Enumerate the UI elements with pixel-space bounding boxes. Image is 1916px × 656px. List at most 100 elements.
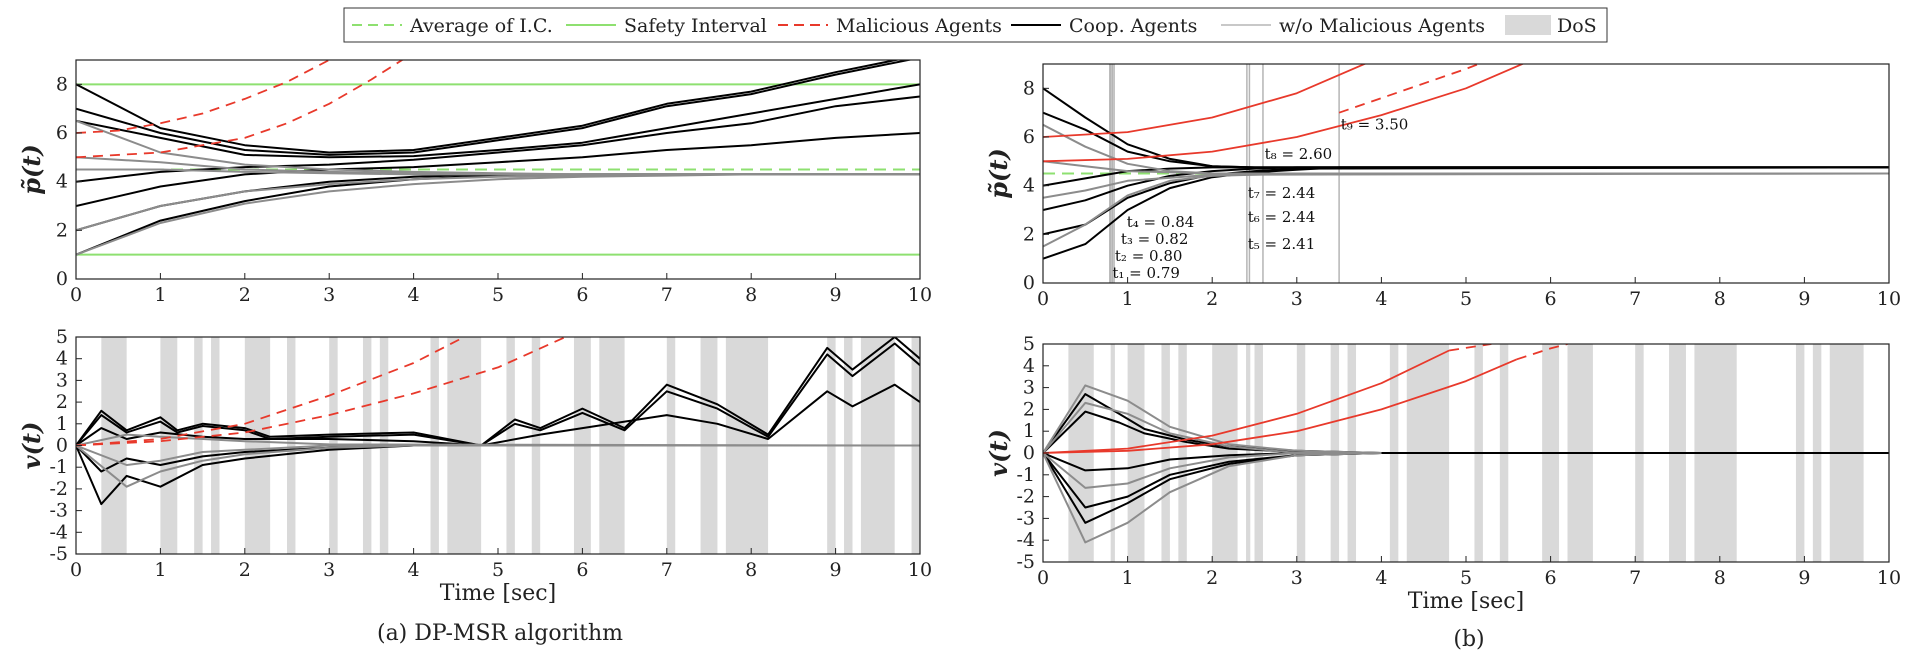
event-time-annotation: t₅ = 2.41 xyxy=(1248,235,1316,253)
y-tick-label: -2 xyxy=(49,478,68,500)
event-time-annotation: t₈ = 2.60 xyxy=(1265,145,1333,163)
x-tick-label: 1 xyxy=(1122,288,1134,310)
coop-agent-line xyxy=(76,60,901,154)
event-time-annotation: t₇ = 2.44 xyxy=(1248,184,1316,202)
y-tick-label: 1 xyxy=(1023,420,1035,442)
caption-a: (a) DP-MSR algorithm xyxy=(377,621,623,646)
y-tick-label: 6 xyxy=(1023,126,1035,148)
x-tick-label: 7 xyxy=(661,559,673,581)
y-tick-label: 4 xyxy=(1023,355,1035,377)
malicious-agent-line xyxy=(1338,64,1482,114)
coop-agent-line xyxy=(76,173,920,256)
coop-agent-line xyxy=(76,337,920,447)
y-tick-label: 4 xyxy=(56,171,68,193)
x-tick-label: 10 xyxy=(908,284,932,306)
x-tick-label: 7 xyxy=(661,284,673,306)
x-tick-label: 0 xyxy=(70,284,82,306)
y-tick-label: 5 xyxy=(1023,333,1035,355)
coop-agent-line xyxy=(76,95,920,183)
malicious-agent-line xyxy=(1043,349,1450,454)
coop-agent-line xyxy=(76,173,920,232)
malicious-agent-line xyxy=(1448,344,1492,352)
event-time-annotation: t₁ = 0.79 xyxy=(1112,264,1180,282)
x-tick-label: 9 xyxy=(830,284,842,306)
x-tick-label: 9 xyxy=(1798,288,1810,310)
dos-interval xyxy=(244,337,271,554)
no-malicious-line xyxy=(76,444,920,466)
x-tick-label: 5 xyxy=(1460,567,1472,589)
no-malicious-line xyxy=(1043,452,1382,489)
y-tick-label: -5 xyxy=(49,543,68,565)
event-time-annotation: t₆ = 2.44 xyxy=(1248,208,1316,226)
dos-interval xyxy=(287,337,296,554)
y-tick-label: 2 xyxy=(1023,398,1035,420)
no-malicious-line xyxy=(1043,172,1889,248)
event-time-annotation: t₄ = 0.84 xyxy=(1127,213,1195,231)
y-tick-label: -4 xyxy=(49,521,68,543)
plot-area xyxy=(76,337,920,554)
y-tick-label: 2 xyxy=(56,391,68,413)
x-tick-label: 7 xyxy=(1629,288,1641,310)
x-tick-label: 3 xyxy=(1291,288,1303,310)
malicious-agent-line xyxy=(76,337,465,447)
y-tick-label: 6 xyxy=(56,122,68,144)
dos-interval xyxy=(1246,344,1251,562)
panel-a-top: 0 1 2 3 4 5 6 7 8 9 10 0 2 4 6 8 p̃(t) xyxy=(17,59,932,306)
y-tick-label: 2 xyxy=(56,219,68,241)
dos-interval xyxy=(1127,344,1145,562)
x-tick-label: 10 xyxy=(1877,567,1901,589)
y-tick-label: 3 xyxy=(56,369,68,391)
y-tick-label: 0 xyxy=(56,268,68,290)
y-tick-label: -5 xyxy=(1016,551,1035,573)
y-tick-label: -3 xyxy=(49,500,68,522)
x-tick-label: 4 xyxy=(408,559,420,581)
x-tick-label: 9 xyxy=(830,559,842,581)
malicious-agent-line xyxy=(1516,344,1568,361)
x-tick-label: 2 xyxy=(239,559,251,581)
coop-agent-line xyxy=(76,342,920,447)
plot-area xyxy=(76,60,920,256)
malicious-agent-line xyxy=(76,60,404,159)
y-tick-label: -3 xyxy=(1016,507,1035,529)
no-malicious-line xyxy=(76,433,920,447)
x-tick-label: 0 xyxy=(70,559,82,581)
y-axis-label: p̃(t) xyxy=(984,148,1013,199)
no-malicious-line xyxy=(1043,172,1889,199)
legend-label-coop: Coop. Agents xyxy=(1069,15,1197,37)
dos-interval xyxy=(1212,344,1238,562)
x-tick-label: 7 xyxy=(1629,567,1641,589)
dos-interval xyxy=(1178,344,1187,562)
plot-area xyxy=(1043,344,1889,562)
plot-area xyxy=(1043,64,1889,283)
x-tick-label: 4 xyxy=(1375,567,1387,589)
y-axis-label: v(t) xyxy=(17,422,46,470)
dos-interval xyxy=(194,337,203,554)
legend-label-dos: DoS xyxy=(1557,15,1597,37)
event-time-annotation: t₃ = 0.82 xyxy=(1121,230,1189,248)
y-tick-label: -2 xyxy=(1016,486,1035,508)
x-tick-label: 10 xyxy=(1877,288,1901,310)
malicious-agent-line xyxy=(76,60,331,134)
y-tick-label: -4 xyxy=(1016,529,1035,551)
legend-label-malicious: Malicious Agents xyxy=(836,15,1002,37)
x-tick-label: 8 xyxy=(745,559,757,581)
x-tick-label: 2 xyxy=(1206,288,1218,310)
malicious-agent-line xyxy=(1043,64,1367,138)
y-tick-label: 5 xyxy=(56,326,68,348)
x-tick-label: 4 xyxy=(408,284,420,306)
legend-label-avg: Average of I.C. xyxy=(409,15,553,37)
event-time-annotation: t₉ = 3.50 xyxy=(1341,116,1409,134)
legend: Average of I.C. Safety Interval Maliciou… xyxy=(343,7,1608,43)
x-tick-label: 3 xyxy=(323,559,335,581)
y-tick-label: 0 xyxy=(1023,442,1035,464)
x-tick-label: 6 xyxy=(576,284,588,306)
x-tick-label: 0 xyxy=(1037,288,1049,310)
y-tick-label: 0 xyxy=(56,435,68,457)
legend-swatch-dos xyxy=(1505,15,1551,35)
coop-agent-line xyxy=(76,83,920,159)
x-tick-label: 5 xyxy=(492,559,504,581)
